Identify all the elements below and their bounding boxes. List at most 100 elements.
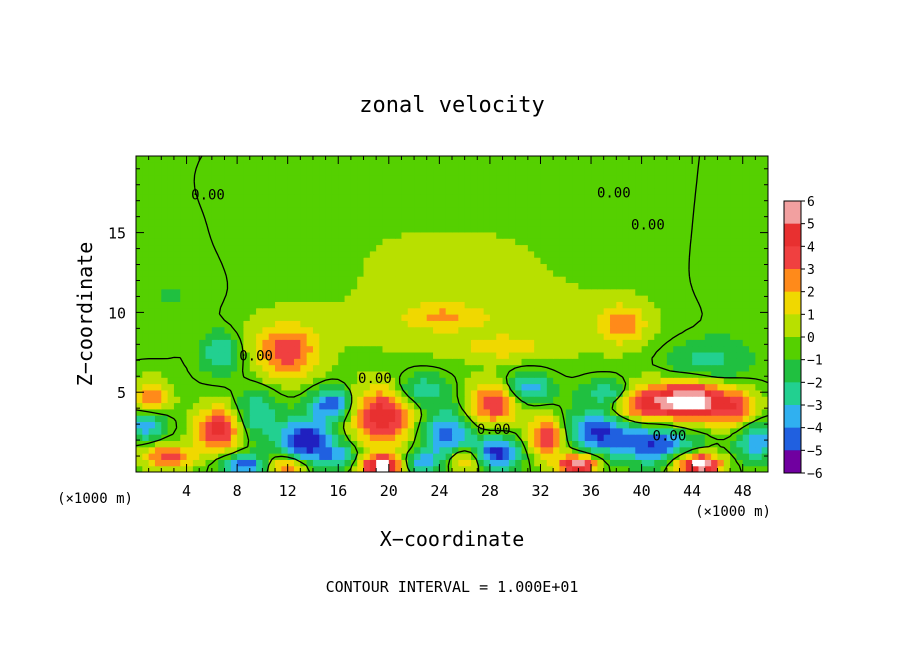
heatmap-cell <box>610 320 617 328</box>
heatmap-cell <box>546 301 554 309</box>
heatmap-cell <box>698 453 706 460</box>
heatmap-cell <box>237 187 245 195</box>
heatmap-cell <box>369 269 377 277</box>
heatmap-cell <box>211 351 219 359</box>
heatmap-cell <box>205 427 213 435</box>
heatmap-cell <box>218 396 226 404</box>
heatmap-cell <box>660 396 668 404</box>
heatmap-cell <box>496 351 504 359</box>
heatmap-cell <box>281 225 289 233</box>
heatmap-cell <box>136 396 143 404</box>
heatmap-cell <box>407 244 415 252</box>
heatmap-cell <box>464 434 472 441</box>
heatmap-cell <box>237 320 245 328</box>
heatmap-cell <box>325 434 333 441</box>
heatmap-cell <box>407 358 415 366</box>
heatmap-cell <box>610 250 617 258</box>
heatmap-cell <box>534 219 542 227</box>
heatmap-cell <box>395 295 403 302</box>
heatmap-cell <box>230 339 238 347</box>
heatmap-cell <box>136 295 143 302</box>
heatmap-cell <box>628 276 636 283</box>
heatmap-cell <box>331 206 339 214</box>
heatmap-cell <box>698 162 706 170</box>
heatmap-cell <box>730 193 737 201</box>
heatmap-cell <box>749 295 756 302</box>
heatmap-cell <box>527 332 535 340</box>
heatmap-cell <box>597 187 605 195</box>
heatmap-cell <box>452 168 459 176</box>
heatmap-cell <box>243 238 251 246</box>
heatmap-cell <box>704 465 712 472</box>
heatmap-cell <box>439 370 447 378</box>
heatmap-cell <box>161 263 169 271</box>
heatmap-cell <box>237 358 245 366</box>
heatmap-cell <box>730 383 737 391</box>
heatmap-cell <box>559 238 567 246</box>
heatmap-cell <box>433 276 440 283</box>
heatmap-cell <box>319 453 327 460</box>
heatmap-cell <box>534 295 542 302</box>
heatmap-cell <box>420 168 428 176</box>
heatmap-cell <box>433 225 440 233</box>
heatmap-cell <box>319 339 327 347</box>
heatmap-cell <box>136 168 143 176</box>
heatmap-cell <box>357 276 365 283</box>
heatmap-cell <box>622 408 630 416</box>
heatmap-cell <box>534 282 542 290</box>
heatmap-cell <box>483 332 491 340</box>
heatmap-cell <box>641 174 649 182</box>
heatmap-cell <box>180 156 188 163</box>
heatmap-cell <box>597 257 605 265</box>
heatmap-cell <box>445 231 453 239</box>
heatmap-cell <box>603 427 611 435</box>
heatmap-cell <box>161 168 169 176</box>
heatmap-cell <box>154 307 162 315</box>
heatmap-cell <box>338 446 346 454</box>
heatmap-cell <box>723 307 731 315</box>
heatmap-cell <box>249 288 257 296</box>
heatmap-cell <box>685 225 693 233</box>
heatmap-cell <box>154 206 162 214</box>
heatmap-cell <box>489 162 497 170</box>
heatmap-cell <box>622 351 630 359</box>
heatmap-cell <box>452 276 459 283</box>
heatmap-cell <box>300 364 308 372</box>
heatmap-cell <box>192 156 200 163</box>
heatmap-cell <box>300 440 308 448</box>
heatmap-cell <box>275 314 282 321</box>
heatmap-cell <box>211 181 219 189</box>
heatmap-cell <box>546 276 554 283</box>
heatmap-cell <box>597 465 605 472</box>
heatmap-cell <box>622 339 630 347</box>
heatmap-cell <box>616 377 624 385</box>
heatmap-cell <box>628 288 636 296</box>
heatmap-cell <box>521 320 529 328</box>
heatmap-cell <box>470 212 478 220</box>
heatmap-cell <box>243 168 251 176</box>
heatmap-cell <box>363 187 371 195</box>
heatmap-cell <box>344 320 352 328</box>
heatmap-cell <box>294 408 301 416</box>
heatmap-cell <box>527 396 535 404</box>
heatmap-cell <box>666 453 674 460</box>
heatmap-cell <box>565 193 573 201</box>
heatmap-cell <box>546 465 554 472</box>
heatmap-cell <box>142 225 150 233</box>
heatmap-cell <box>628 231 636 239</box>
heatmap-cell <box>723 238 731 246</box>
heatmap-cell <box>654 181 662 189</box>
heatmap-cell <box>363 351 371 359</box>
heatmap-cell <box>426 339 434 347</box>
heatmap-cell <box>704 200 712 208</box>
heatmap-cell <box>578 156 586 163</box>
heatmap-cell <box>578 358 586 366</box>
heatmap-cell <box>249 269 257 277</box>
heatmap-cell <box>344 263 352 271</box>
heatmap-cell <box>338 206 346 214</box>
heatmap-cell <box>230 364 238 372</box>
heatmap-cell <box>319 250 327 258</box>
heatmap-cell <box>363 345 371 353</box>
heatmap-cell <box>433 212 440 220</box>
heatmap-cell <box>559 320 567 328</box>
